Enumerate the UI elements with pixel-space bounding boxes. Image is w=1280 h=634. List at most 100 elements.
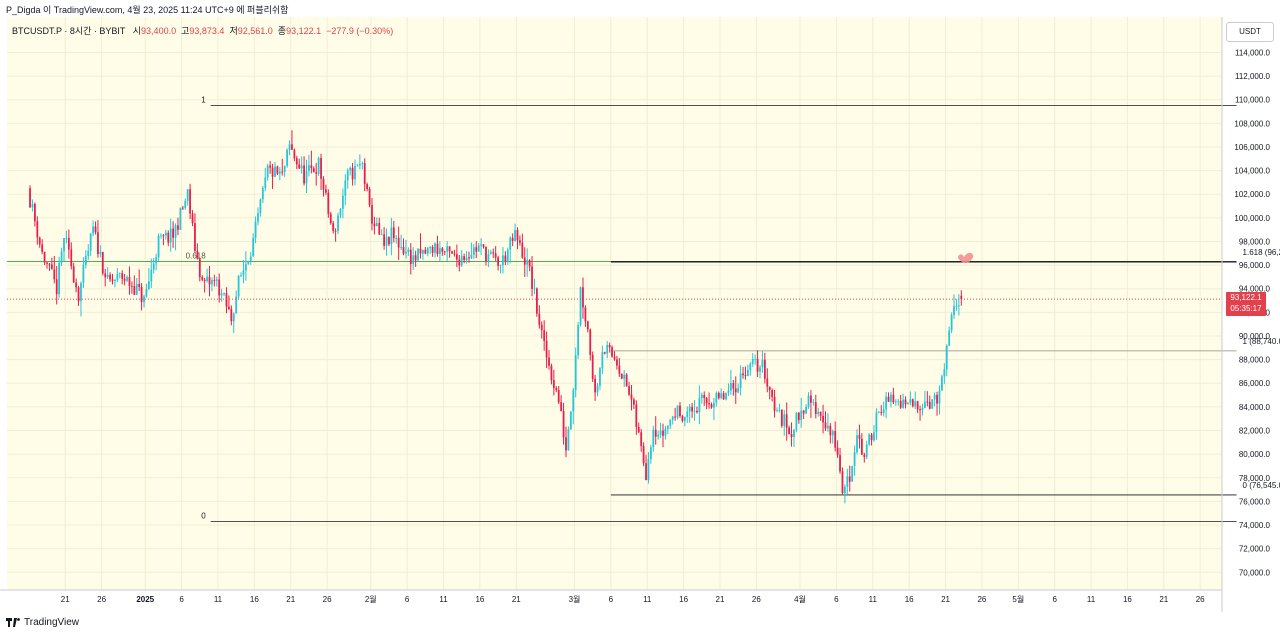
candle-body [669,419,672,426]
candle-body [548,357,550,366]
time-tick-label: 5월 [1012,594,1024,604]
candle-body [271,167,274,177]
candle-body [138,284,141,287]
candle-body [853,452,856,467]
candle-body [620,373,623,379]
candle-body [943,369,946,377]
tradingview-brand: TradingView [24,617,80,628]
candle-body [443,251,446,253]
candle-body [465,257,468,261]
candle-body [722,393,725,400]
candle-body [858,435,861,439]
candle-body [739,373,742,388]
symbol-legend[interactable]: BTCUSDT.P · 8시간 · BYBIT 시93,400.0 고93,87… [12,24,393,37]
candle-body [737,387,740,393]
candle-body [31,204,34,208]
candle-body [48,263,51,265]
candle-body [235,296,238,314]
candle-body [274,166,276,177]
candle-body [361,163,364,164]
candle-body [783,414,786,426]
candle-body [907,402,909,405]
candle-body [283,165,286,172]
low-value: 92,561.0 [237,26,273,36]
candle-body [950,314,953,331]
time-tick-label: 26 [977,595,986,604]
candle-body [436,243,439,254]
candle-body [97,232,99,254]
candle-body [635,404,638,427]
candle-body [458,259,461,266]
candle-body [797,412,800,421]
candle-body [390,227,393,245]
candle-body [75,282,78,288]
price-tick-label: 106,000.0 [1234,143,1270,152]
candle-body [160,235,162,237]
candle-body [924,401,926,409]
candle-body [286,149,289,166]
price-tick-label: 114,000.0 [1235,48,1271,57]
candle-body [104,273,107,278]
symbol-name[interactable]: BTCUSDT.P · 8시간 · BYBIT [12,26,126,36]
candle-body [676,405,679,418]
grid [7,17,1222,590]
candle-body [203,279,206,281]
candle-body [914,401,917,407]
candle-body [873,432,875,441]
candle-body [211,280,213,285]
candle-body [143,296,145,303]
candle-body [341,195,344,209]
currency-selector[interactable]: USDT [1226,22,1274,42]
candle-body [824,422,827,429]
candle-body [252,237,255,257]
candle-body [400,247,402,248]
fib-level-label: 0.618 [186,252,207,261]
candle-body [516,230,519,241]
candle-body [776,410,778,412]
candle-body [683,416,686,421]
fibonacci-extension-right[interactable]: 1.618 (96,276.5) 1 (88,740.0) 0 (76,545.0) [610,248,1280,496]
candle-body [863,454,866,457]
candle-body [397,237,400,248]
candle-body [84,256,87,265]
time-axis[interactable]: 21 26 2025 6 11 16 21 26 2월 6 11 16 21 3월 6 11 16 21 26 4월 6… [61,594,1205,604]
price-tick-label: 74,000.0 [1239,521,1271,530]
candle-body [642,446,645,464]
candle-body [686,411,689,417]
candle-body [567,429,570,451]
candle-body [688,406,691,412]
candle-body [594,378,596,393]
candle-body [955,306,958,307]
candle-body [494,253,497,258]
candle-body [220,293,223,296]
candle-body [727,390,730,393]
candle-body [957,305,960,307]
candle-body [179,207,182,230]
candle-body [448,246,451,252]
candle-body [380,234,383,236]
candle-body [363,163,366,185]
candle-body [133,286,136,295]
candle-body [208,276,211,285]
candle-body [206,276,208,281]
candle-body [337,215,339,231]
candle-body [194,223,196,251]
candle-body [128,277,131,286]
candle-body [223,293,225,294]
candle-body [431,246,434,253]
candle-body [877,412,880,413]
candle-body [249,256,252,262]
candle-body [601,352,604,369]
candle-body [938,390,941,404]
candle-body [693,410,696,412]
candle-body [213,280,216,282]
candle-body [606,345,609,354]
time-tick-label: 26 [752,595,761,604]
candle-body [228,306,230,310]
candle-body [308,165,310,171]
tradingview-logo[interactable]: TradingView [6,617,79,628]
candle-body [201,277,204,280]
fib-level-label: 1 (88,740.0) [1243,337,1280,346]
candle-body [630,394,633,400]
